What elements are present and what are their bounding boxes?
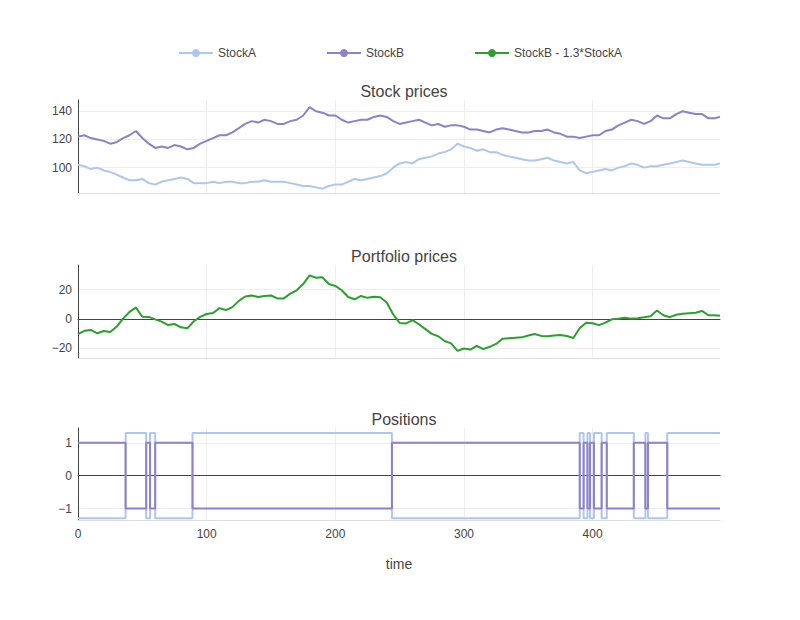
svg-text:0: 0 (65, 312, 72, 326)
svg-text:300: 300 (454, 527, 474, 541)
svg-text:StockA: StockA (218, 46, 256, 60)
svg-text:140: 140 (52, 104, 72, 118)
svg-text:0: 0 (75, 527, 82, 541)
svg-text:120: 120 (52, 132, 72, 146)
svg-text:0: 0 (65, 469, 72, 483)
svg-text:−1: −1 (58, 502, 72, 516)
svg-text:100: 100 (197, 527, 217, 541)
svg-text:200: 200 (325, 527, 345, 541)
svg-text:Portfolio prices: Portfolio prices (351, 248, 457, 265)
svg-text:StockB - 1.3*StockA: StockB - 1.3*StockA (514, 46, 622, 60)
svg-text:400: 400 (583, 527, 603, 541)
svg-text:time: time (386, 556, 413, 572)
svg-text:1: 1 (65, 436, 72, 450)
svg-text:Stock prices: Stock prices (360, 83, 447, 100)
svg-text:Positions: Positions (372, 411, 437, 428)
svg-text:100: 100 (52, 161, 72, 175)
svg-text:StockB: StockB (366, 46, 404, 60)
svg-text:−20: −20 (52, 341, 73, 355)
svg-text:20: 20 (59, 283, 73, 297)
